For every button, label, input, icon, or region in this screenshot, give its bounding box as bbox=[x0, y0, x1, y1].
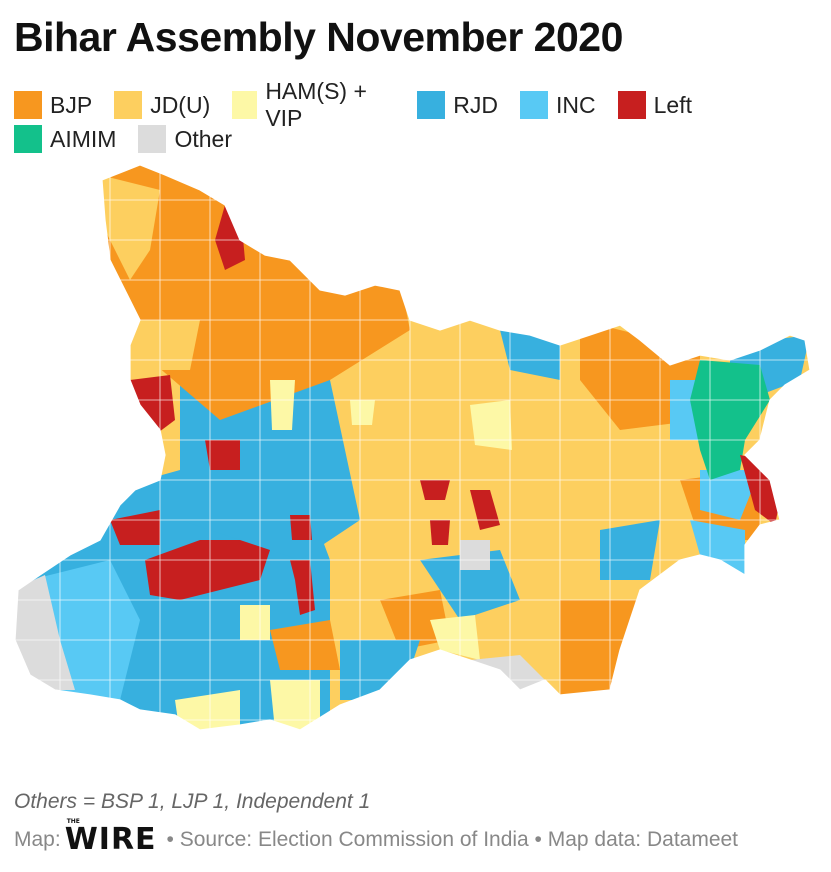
legend-swatch-bjp bbox=[14, 91, 42, 119]
credit-line: Map: THE WIRE • Source: Election Commiss… bbox=[14, 818, 739, 857]
legend-swatch-jdu bbox=[114, 91, 143, 119]
logo-text: WIRE bbox=[64, 822, 157, 857]
legend-item-bjp: BJP bbox=[14, 91, 92, 119]
the-wire-logo: THE WIRE bbox=[64, 818, 157, 857]
legend-label-other: Other bbox=[174, 125, 232, 152]
legend: BJP JD(U) HAM(S) + VIP RJD INC Left AIMI… bbox=[14, 78, 714, 156]
legend-swatch-rjd bbox=[417, 91, 446, 119]
credit-prefix: Map: bbox=[14, 827, 61, 851]
credit-source: • Source: Election Commission of India •… bbox=[166, 827, 739, 851]
legend-swatch-left bbox=[617, 91, 646, 119]
legend-item-rjd: RJD bbox=[417, 91, 498, 119]
legend-swatch-aimim bbox=[14, 125, 42, 153]
legend-label-left: Left bbox=[653, 91, 692, 118]
legend-swatch-ham-vip bbox=[232, 91, 258, 119]
legend-item-ham-vip: HAM(S) + VIP bbox=[232, 78, 395, 132]
bihar-constituency-map bbox=[0, 160, 831, 760]
logo-small-text: THE bbox=[66, 818, 80, 825]
map-title: Bihar Assembly November 2020 bbox=[14, 14, 623, 60]
legend-label-inc: INC bbox=[556, 91, 596, 118]
legend-label-rjd: RJD bbox=[453, 91, 498, 118]
legend-label-bjp: BJP bbox=[50, 91, 93, 118]
legend-swatch-inc bbox=[520, 91, 548, 119]
legend-row-1: BJP JD(U) HAM(S) + VIP RJD INC Left bbox=[14, 78, 714, 131]
map-regions bbox=[15, 165, 810, 730]
legend-item-left: Left bbox=[617, 91, 692, 119]
legend-item-aimim: AIMIM bbox=[14, 125, 116, 153]
legend-swatch-other bbox=[138, 125, 167, 153]
footnote: Others = BSP 1, LJP 1, Independent 1 bbox=[14, 790, 371, 813]
map-svg bbox=[14, 164, 811, 731]
legend-label-aimim: AIMIM bbox=[50, 125, 117, 152]
legend-item-jdu: JD(U) bbox=[114, 91, 210, 119]
legend-item-inc: INC bbox=[520, 91, 596, 119]
legend-label-jdu: JD(U) bbox=[150, 91, 211, 118]
legend-item-other: Other bbox=[138, 125, 232, 153]
legend-label-ham-vip: HAM(S) + VIP bbox=[265, 78, 367, 131]
legend-row-2: AIMIM Other bbox=[14, 122, 714, 156]
state-outline bbox=[14, 164, 811, 731]
